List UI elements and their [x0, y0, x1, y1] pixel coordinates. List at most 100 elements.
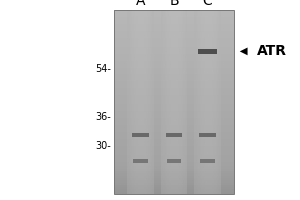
- Bar: [114, 95, 234, 97]
- Bar: [198, 10, 200, 194]
- Bar: [114, 70, 234, 72]
- Bar: [182, 10, 183, 194]
- Bar: [178, 10, 179, 194]
- Bar: [114, 17, 234, 19]
- Bar: [114, 160, 234, 162]
- Bar: [114, 58, 234, 61]
- Bar: [173, 10, 174, 194]
- Bar: [140, 10, 142, 194]
- Bar: [135, 10, 136, 194]
- Bar: [114, 40, 234, 42]
- Bar: [147, 10, 148, 194]
- Bar: [114, 45, 234, 47]
- Bar: [114, 141, 234, 143]
- Bar: [170, 10, 171, 194]
- Bar: [114, 90, 234, 93]
- Bar: [114, 123, 234, 125]
- Bar: [114, 111, 234, 114]
- Bar: [200, 159, 215, 163]
- Bar: [220, 10, 221, 194]
- Bar: [150, 10, 151, 194]
- Bar: [114, 155, 234, 157]
- Bar: [114, 88, 234, 90]
- Bar: [114, 118, 234, 120]
- Bar: [127, 10, 128, 194]
- Bar: [169, 10, 170, 194]
- Bar: [166, 133, 182, 137]
- Bar: [204, 10, 205, 194]
- Bar: [175, 10, 177, 194]
- Bar: [197, 10, 198, 194]
- Bar: [114, 176, 234, 178]
- Bar: [114, 178, 234, 180]
- Text: ATR: ATR: [256, 44, 286, 58]
- Bar: [114, 28, 234, 31]
- Bar: [196, 10, 197, 194]
- Bar: [114, 65, 234, 68]
- Bar: [114, 51, 234, 54]
- Bar: [142, 10, 143, 194]
- Bar: [134, 10, 135, 194]
- Bar: [114, 38, 234, 40]
- Bar: [131, 10, 133, 194]
- Bar: [201, 10, 202, 194]
- Bar: [212, 10, 213, 194]
- Bar: [132, 133, 149, 137]
- Bar: [179, 10, 181, 194]
- Bar: [114, 162, 234, 164]
- Bar: [114, 47, 234, 49]
- Bar: [162, 10, 164, 194]
- Bar: [114, 192, 234, 194]
- Bar: [114, 35, 234, 38]
- Bar: [114, 127, 234, 130]
- Bar: [114, 12, 234, 15]
- Bar: [171, 10, 173, 194]
- Bar: [114, 72, 234, 74]
- Bar: [114, 77, 234, 79]
- Bar: [133, 10, 134, 194]
- Bar: [186, 10, 187, 194]
- Bar: [114, 114, 234, 116]
- Bar: [114, 109, 234, 111]
- Bar: [215, 10, 217, 194]
- Bar: [151, 10, 152, 194]
- Bar: [114, 120, 234, 123]
- Bar: [218, 10, 220, 194]
- Bar: [209, 10, 210, 194]
- Bar: [114, 166, 234, 169]
- Bar: [114, 42, 234, 45]
- Bar: [114, 81, 234, 84]
- Bar: [114, 79, 234, 81]
- Bar: [146, 10, 147, 194]
- Bar: [114, 84, 234, 86]
- Bar: [114, 182, 234, 185]
- Bar: [114, 180, 234, 182]
- Bar: [217, 10, 218, 194]
- Bar: [114, 185, 234, 187]
- Bar: [114, 56, 234, 58]
- Bar: [164, 10, 165, 194]
- Bar: [114, 102, 234, 104]
- Bar: [114, 171, 234, 173]
- Bar: [210, 10, 211, 194]
- Bar: [138, 10, 139, 194]
- Bar: [114, 189, 234, 192]
- Bar: [133, 159, 148, 163]
- Bar: [128, 10, 130, 194]
- Bar: [167, 10, 169, 194]
- Bar: [114, 164, 234, 166]
- Bar: [114, 134, 234, 136]
- Bar: [114, 107, 234, 109]
- Bar: [114, 132, 234, 134]
- Bar: [114, 10, 234, 194]
- Bar: [114, 31, 234, 33]
- Bar: [114, 54, 234, 56]
- Bar: [148, 10, 150, 194]
- Bar: [130, 10, 131, 194]
- Bar: [114, 74, 234, 77]
- Bar: [114, 104, 234, 107]
- Text: B: B: [169, 0, 179, 8]
- Bar: [114, 15, 234, 17]
- Bar: [181, 10, 182, 194]
- Bar: [114, 187, 234, 189]
